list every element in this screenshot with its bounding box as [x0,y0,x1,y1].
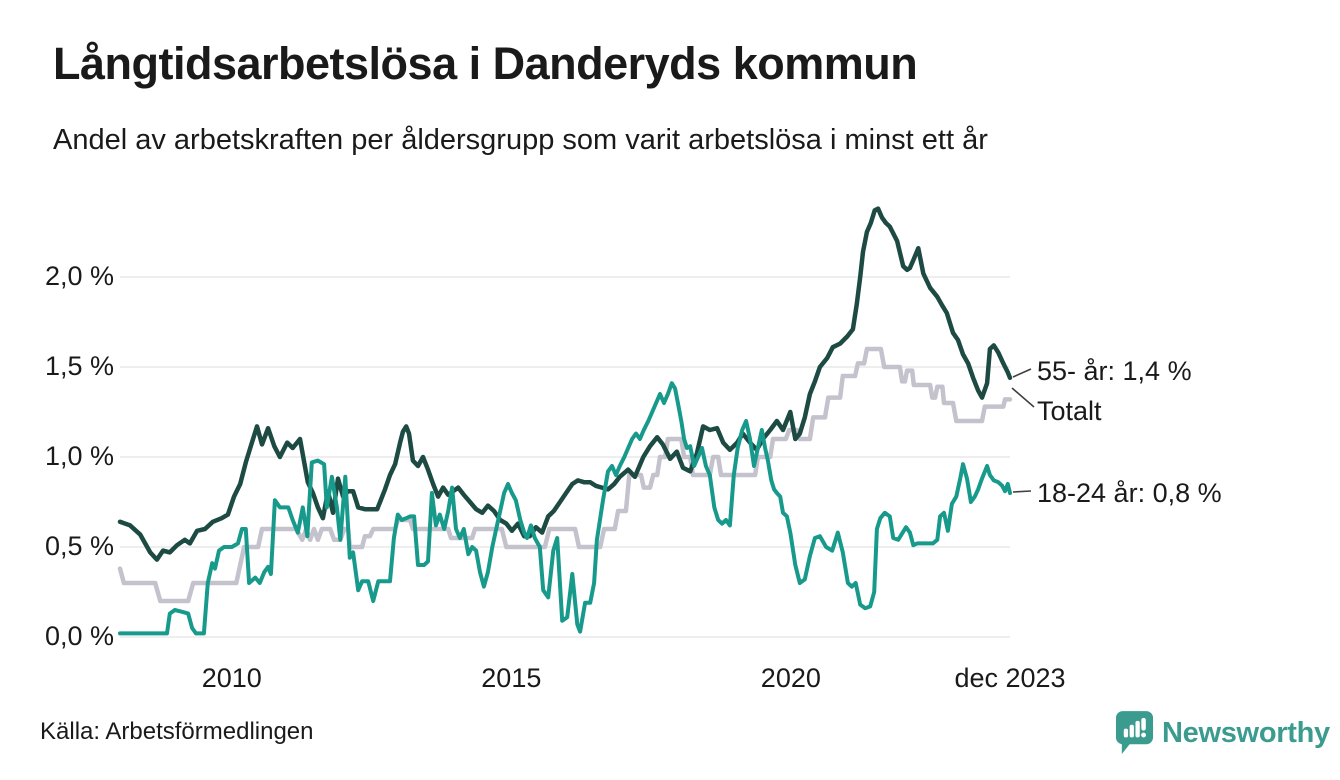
series-line-Totalt [117,346,1013,604]
series-line-18-24-r [118,381,1012,636]
newsworthy-logo-text: Newsworthy [1162,716,1330,749]
annotation-connector [1012,490,1032,493]
chart-title: Långtidsarbetslösa i Danderyds kommun [53,38,918,89]
series-line-55-r [117,206,1013,562]
y-axis-tick-label: 0,5 % [44,531,114,561]
x-axis-tick-label: 2015 [481,663,542,693]
x-axis-tick-label: dec 2023 [954,663,1066,693]
annotation-18-24-ar: 18-24 år: 0,8 % [1037,478,1222,508]
newsworthy-bubble-chart-icon [1115,710,1154,756]
annotation-totalt: Totalt [1037,396,1102,426]
newsworthy-logo[interactable]: Newsworthy [1115,710,1330,756]
y-axis-tick-label: 1,5 % [44,351,114,381]
annotation-connector [1012,368,1032,378]
chart-subtitle: Andel av arbetskraften per åldersgrupp s… [53,124,988,156]
y-axis-tick-label: 1,0 % [44,441,114,471]
annotation-connector [1011,387,1035,408]
x-axis-tick-label: 2020 [760,663,821,693]
x-axis-tick-label: 2010 [201,663,262,693]
y-axis-tick-label: 0,0 % [44,621,114,651]
source-note: Källa: Arbetsförmedlingen [40,718,314,745]
y-axis-tick-label: 2,0 % [44,261,114,291]
annotation-55-ar: 55- år: 1,4 % [1037,356,1192,386]
